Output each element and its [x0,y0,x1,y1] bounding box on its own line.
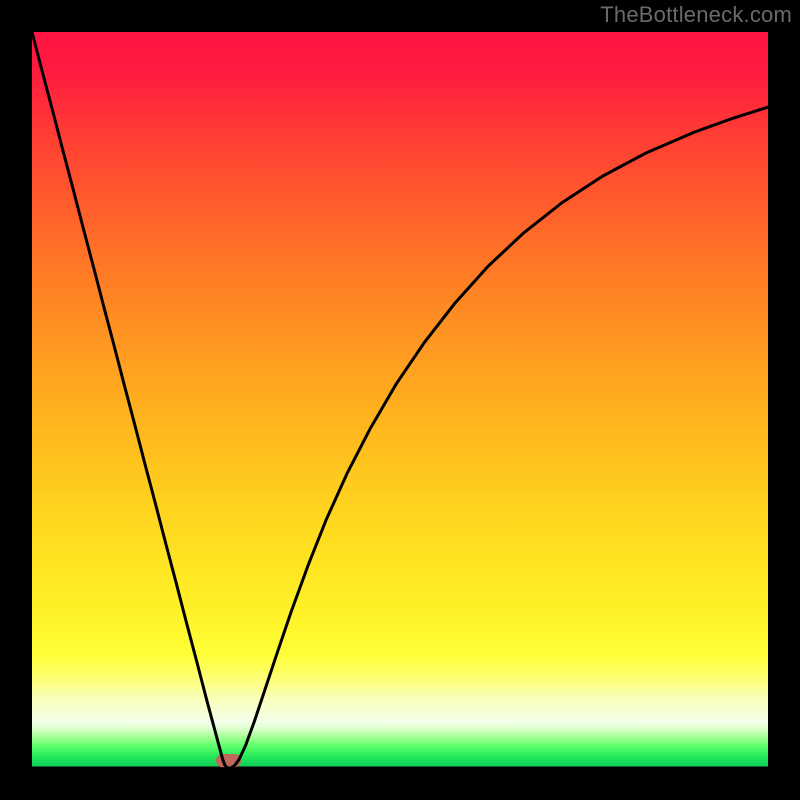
chart-background [32,32,768,768]
frame-right [768,0,800,800]
frame-bottom [0,768,800,800]
frame-left [0,0,32,800]
watermark-text: TheBottleneck.com [600,2,792,28]
bottleneck-chart [32,32,768,768]
